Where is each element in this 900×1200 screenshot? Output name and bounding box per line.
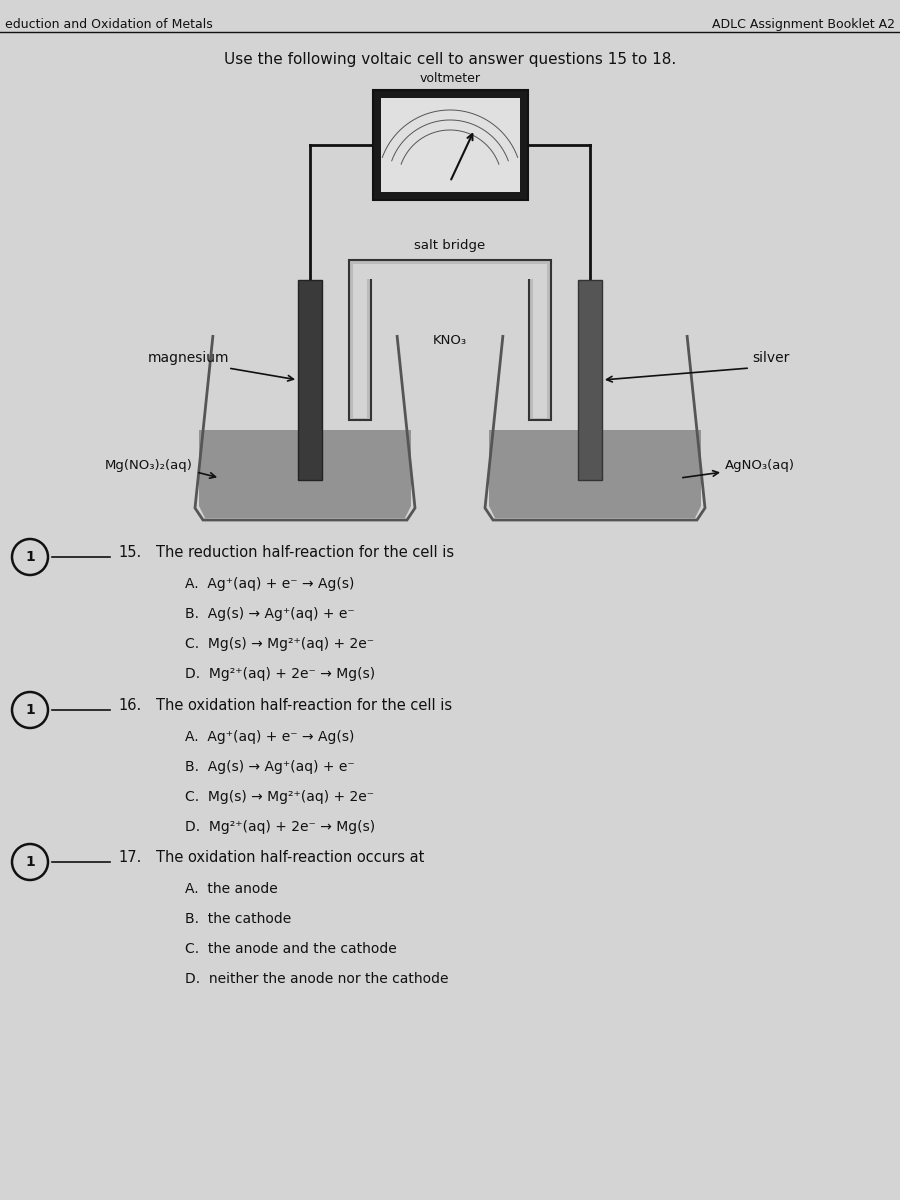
Text: C.  Mg(s) → Mg²⁺(aq) + 2e⁻: C. Mg(s) → Mg²⁺(aq) + 2e⁻ <box>185 637 374 650</box>
Text: AgNO₃(aq): AgNO₃(aq) <box>725 458 795 472</box>
Text: A.  the anode: A. the anode <box>185 882 278 896</box>
Text: 15.: 15. <box>118 545 141 560</box>
Text: B.  Ag(s) → Ag⁺(aq) + e⁻: B. Ag(s) → Ag⁺(aq) + e⁻ <box>185 607 355 622</box>
Text: KNO₃: KNO₃ <box>433 334 467 347</box>
Text: A.  Ag⁺(aq) + e⁻ → Ag(s): A. Ag⁺(aq) + e⁻ → Ag(s) <box>185 730 355 744</box>
Text: voltmeter: voltmeter <box>419 72 481 85</box>
Bar <box>298 280 322 480</box>
Polygon shape <box>489 430 701 518</box>
Text: 1: 1 <box>25 550 35 564</box>
Polygon shape <box>199 430 411 518</box>
Text: A.  Ag⁺(aq) + e⁻ → Ag(s): A. Ag⁺(aq) + e⁻ → Ag(s) <box>185 577 355 590</box>
Text: B.  Ag(s) → Ag⁺(aq) + e⁻: B. Ag(s) → Ag⁺(aq) + e⁻ <box>185 760 355 774</box>
Text: Mg(NO₃)₂(aq): Mg(NO₃)₂(aq) <box>105 458 193 472</box>
Text: 1: 1 <box>25 854 35 869</box>
Text: D.  Mg²⁺(aq) + 2e⁻ → Mg(s): D. Mg²⁺(aq) + 2e⁻ → Mg(s) <box>185 667 375 680</box>
Bar <box>381 98 520 192</box>
Bar <box>373 90 528 200</box>
Text: eduction and Oxidation of Metals: eduction and Oxidation of Metals <box>5 18 212 31</box>
Text: salt bridge: salt bridge <box>414 239 486 252</box>
Text: 17.: 17. <box>118 850 141 865</box>
Polygon shape <box>349 260 551 420</box>
Text: Use the following voltaic cell to answer questions 15 to 18.: Use the following voltaic cell to answer… <box>224 52 676 67</box>
Text: 16.: 16. <box>118 698 141 713</box>
Text: 1: 1 <box>25 703 35 716</box>
Text: The oxidation half-reaction for the cell is: The oxidation half-reaction for the cell… <box>156 698 452 713</box>
Text: B.  the cathode: B. the cathode <box>185 912 292 926</box>
Bar <box>578 280 602 480</box>
Text: D.  neither the anode nor the cathode: D. neither the anode nor the cathode <box>185 972 448 986</box>
Text: The oxidation half-reaction occurs at: The oxidation half-reaction occurs at <box>156 850 425 865</box>
Text: silver: silver <box>752 350 789 365</box>
Text: C.  Mg(s) → Mg²⁺(aq) + 2e⁻: C. Mg(s) → Mg²⁺(aq) + 2e⁻ <box>185 790 374 804</box>
Text: C.  the anode and the cathode: C. the anode and the cathode <box>185 942 397 956</box>
Text: magnesium: magnesium <box>148 350 230 365</box>
Text: ADLC Assignment Booklet A2: ADLC Assignment Booklet A2 <box>712 18 895 31</box>
Text: D.  Mg²⁺(aq) + 2e⁻ → Mg(s): D. Mg²⁺(aq) + 2e⁻ → Mg(s) <box>185 820 375 834</box>
Text: The reduction half-reaction for the cell is: The reduction half-reaction for the cell… <box>156 545 454 560</box>
Polygon shape <box>353 264 547 418</box>
